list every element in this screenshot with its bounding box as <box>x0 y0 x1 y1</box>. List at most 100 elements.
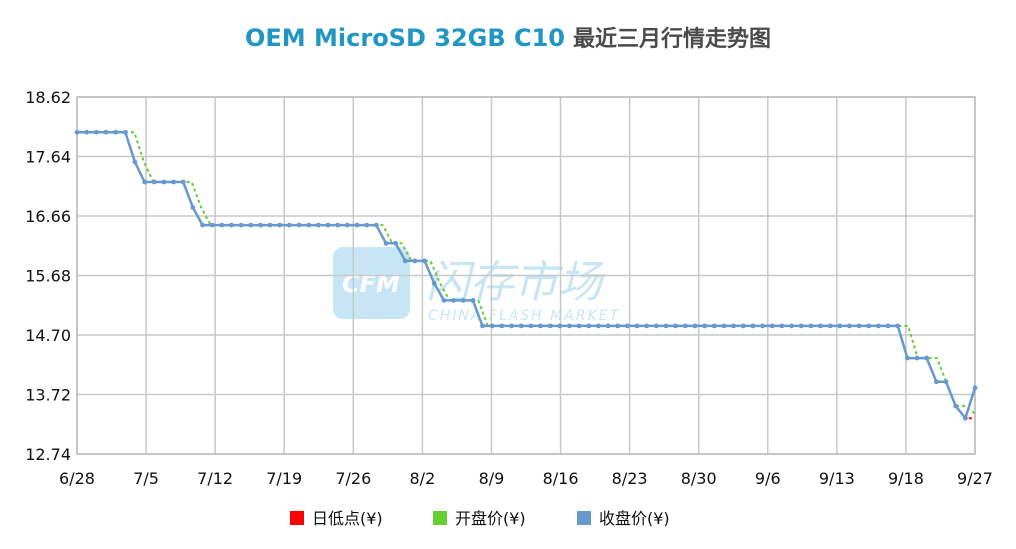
series-point-close[interactable] <box>93 129 99 135</box>
series-point-close[interactable] <box>325 222 331 228</box>
y-tick-label: 17.64 <box>25 148 71 167</box>
series-point-close[interactable] <box>373 222 379 228</box>
series-point-close[interactable] <box>905 355 910 361</box>
series-point-close[interactable] <box>161 179 167 185</box>
series-point-close[interactable] <box>586 323 592 329</box>
series-point-close[interactable] <box>876 323 881 329</box>
series-point-close[interactable] <box>721 323 727 329</box>
series-point-close[interactable] <box>296 222 302 228</box>
series-point-close[interactable] <box>412 258 418 264</box>
series-point-close[interactable] <box>335 222 341 228</box>
series-point-close[interactable] <box>344 222 350 228</box>
series-point-close[interactable] <box>663 323 669 329</box>
series-point-close[interactable] <box>267 222 273 228</box>
series-point-close[interactable] <box>229 222 234 228</box>
legend-item-low[interactable]: 日低点(¥) <box>290 509 383 528</box>
series-point-close[interactable] <box>972 385 978 391</box>
series-point-close[interactable] <box>470 297 476 303</box>
series-point-close[interactable] <box>750 323 756 329</box>
series-point-close[interactable] <box>74 129 80 135</box>
series-point-close[interactable] <box>528 323 534 329</box>
series-point-close[interactable] <box>113 129 119 135</box>
series-point-close[interactable] <box>895 323 901 329</box>
series-point-close[interactable] <box>480 323 485 329</box>
series-point-close[interactable] <box>644 323 650 329</box>
series-point-close[interactable] <box>557 323 563 329</box>
series-point-close[interactable] <box>789 323 794 329</box>
series-point-close[interactable] <box>190 205 196 210</box>
series-point-close[interactable] <box>518 323 524 329</box>
series-point-close[interactable] <box>943 379 949 385</box>
series-point-close[interactable] <box>209 222 215 228</box>
series-point-close[interactable] <box>731 323 737 329</box>
series-point-close[interactable] <box>441 297 447 303</box>
watermark-logo-box <box>333 247 410 319</box>
series-point-close[interactable] <box>615 323 621 329</box>
series-point-close[interactable] <box>393 240 399 246</box>
series-point-close[interactable] <box>538 323 543 329</box>
series-point-close[interactable] <box>673 323 679 329</box>
legend-item-open[interactable]: 开盘价(¥) <box>433 509 526 528</box>
series-point-close[interactable] <box>856 323 862 329</box>
series-point-close[interactable] <box>287 222 292 228</box>
series-point-close[interactable] <box>837 323 843 329</box>
series-point-close[interactable] <box>818 323 823 329</box>
series-point-close[interactable] <box>248 222 254 228</box>
series-point-close[interactable] <box>547 323 553 329</box>
series-point-close[interactable] <box>624 323 630 329</box>
series-point-close[interactable] <box>171 179 176 185</box>
series-point-close[interactable] <box>431 280 437 286</box>
series-point-close[interactable] <box>866 323 872 329</box>
series-point-close[interactable] <box>682 323 688 329</box>
series-point-close[interactable] <box>364 222 370 228</box>
series-point-close[interactable] <box>238 222 244 228</box>
series-point-close[interactable] <box>132 159 138 165</box>
series-point-close[interactable] <box>499 323 505 329</box>
series-point-close[interactable] <box>151 179 157 185</box>
series-point-close[interactable] <box>567 323 572 329</box>
series-point-close[interactable] <box>219 222 225 228</box>
series-point-close[interactable] <box>277 222 283 228</box>
series-point-close[interactable] <box>933 379 939 385</box>
series-point-close[interactable] <box>422 258 428 264</box>
series-point-close[interactable] <box>402 258 408 264</box>
series-point-close[interactable] <box>827 323 833 329</box>
x-tick-label: 7/5 <box>133 469 159 488</box>
series-point-close[interactable] <box>489 323 495 329</box>
series-point-close[interactable] <box>798 323 804 329</box>
series-point-close[interactable] <box>962 415 968 421</box>
series-point-close[interactable] <box>653 323 659 329</box>
series-point-close[interactable] <box>258 222 263 228</box>
series-point-close[interactable] <box>779 323 785 329</box>
series-point-close[interactable] <box>383 240 389 246</box>
series-point-close[interactable] <box>634 323 640 329</box>
series-point-close[interactable] <box>180 179 186 185</box>
series-point-close[interactable] <box>605 323 611 329</box>
series-point-close[interactable] <box>760 323 765 329</box>
series-point-close[interactable] <box>509 323 514 329</box>
series-point-close[interactable] <box>769 323 775 329</box>
series-point-close[interactable] <box>354 222 360 228</box>
series-point-close[interactable] <box>306 222 312 228</box>
series-point-close[interactable] <box>315 222 321 228</box>
legend-item-close[interactable]: 收盘价(¥) <box>577 509 670 528</box>
series-point-close[interactable] <box>451 297 456 303</box>
series-point-close[interactable] <box>596 323 601 329</box>
series-point-close[interactable] <box>84 129 90 135</box>
series-point-close[interactable] <box>702 323 708 329</box>
series-point-close[interactable] <box>460 297 466 303</box>
series-point-close[interactable] <box>200 222 205 228</box>
series-point-close[interactable] <box>122 129 128 135</box>
series-point-close[interactable] <box>808 323 814 329</box>
series-point-close[interactable] <box>142 179 147 185</box>
series-point-close[interactable] <box>924 355 930 361</box>
series-point-close[interactable] <box>740 323 746 329</box>
series-point-close[interactable] <box>576 323 582 329</box>
series-point-close[interactable] <box>847 323 852 329</box>
series-point-close[interactable] <box>103 129 109 135</box>
series-point-close[interactable] <box>885 323 891 329</box>
series-point-close[interactable] <box>914 355 920 361</box>
series-point-close[interactable] <box>692 323 698 329</box>
series-point-close[interactable] <box>953 403 959 409</box>
series-point-close[interactable] <box>711 323 717 329</box>
